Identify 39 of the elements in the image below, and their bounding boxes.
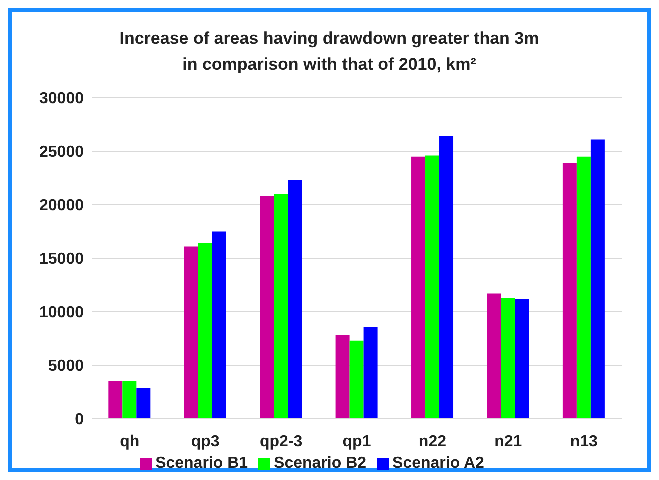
legend-label: Scenario B1	[156, 455, 248, 472]
y-tick-label: 15000	[40, 251, 84, 268]
bar	[274, 194, 288, 419]
bar	[122, 382, 137, 419]
bar	[515, 299, 530, 419]
bar	[426, 156, 440, 419]
bar	[562, 163, 577, 419]
bar	[136, 388, 151, 419]
legend-label: Scenario B2	[274, 455, 367, 472]
y-tick-label: 20000	[40, 198, 84, 215]
x-tick-label: n13	[570, 433, 598, 450]
bar	[364, 326, 378, 419]
chart-title: Increase of areas having drawdown greater than 3m in comparison with that of 2010, km²	[118, 28, 540, 76]
y-tick-label: 30000	[40, 90, 84, 108]
bar	[576, 156, 591, 419]
legend-label: Scenario A2	[392, 455, 484, 472]
x-tick-label: qh	[120, 433, 140, 450]
x-tick-label: qp2-3	[260, 433, 303, 450]
x-tick-label: n21	[494, 433, 522, 450]
y-tick-label: 10000	[40, 304, 84, 322]
bar	[108, 382, 123, 419]
y-tick-label: 0	[75, 412, 84, 429]
y-tick-label: 5000	[48, 358, 84, 376]
bar	[288, 180, 302, 419]
y-tick-label: 25000	[40, 144, 84, 162]
bar	[350, 340, 364, 419]
bar	[487, 294, 502, 419]
bar	[590, 140, 605, 419]
x-tick-label: n22	[418, 433, 447, 450]
bar	[198, 244, 212, 419]
x-tick-label: qp1	[342, 433, 372, 450]
bar	[212, 232, 226, 419]
x-tick-label: qp3	[191, 433, 220, 450]
bar	[412, 156, 426, 419]
bar	[260, 196, 274, 419]
bar	[440, 136, 454, 419]
bar	[336, 336, 350, 419]
bar	[184, 246, 198, 419]
bar	[501, 298, 516, 419]
